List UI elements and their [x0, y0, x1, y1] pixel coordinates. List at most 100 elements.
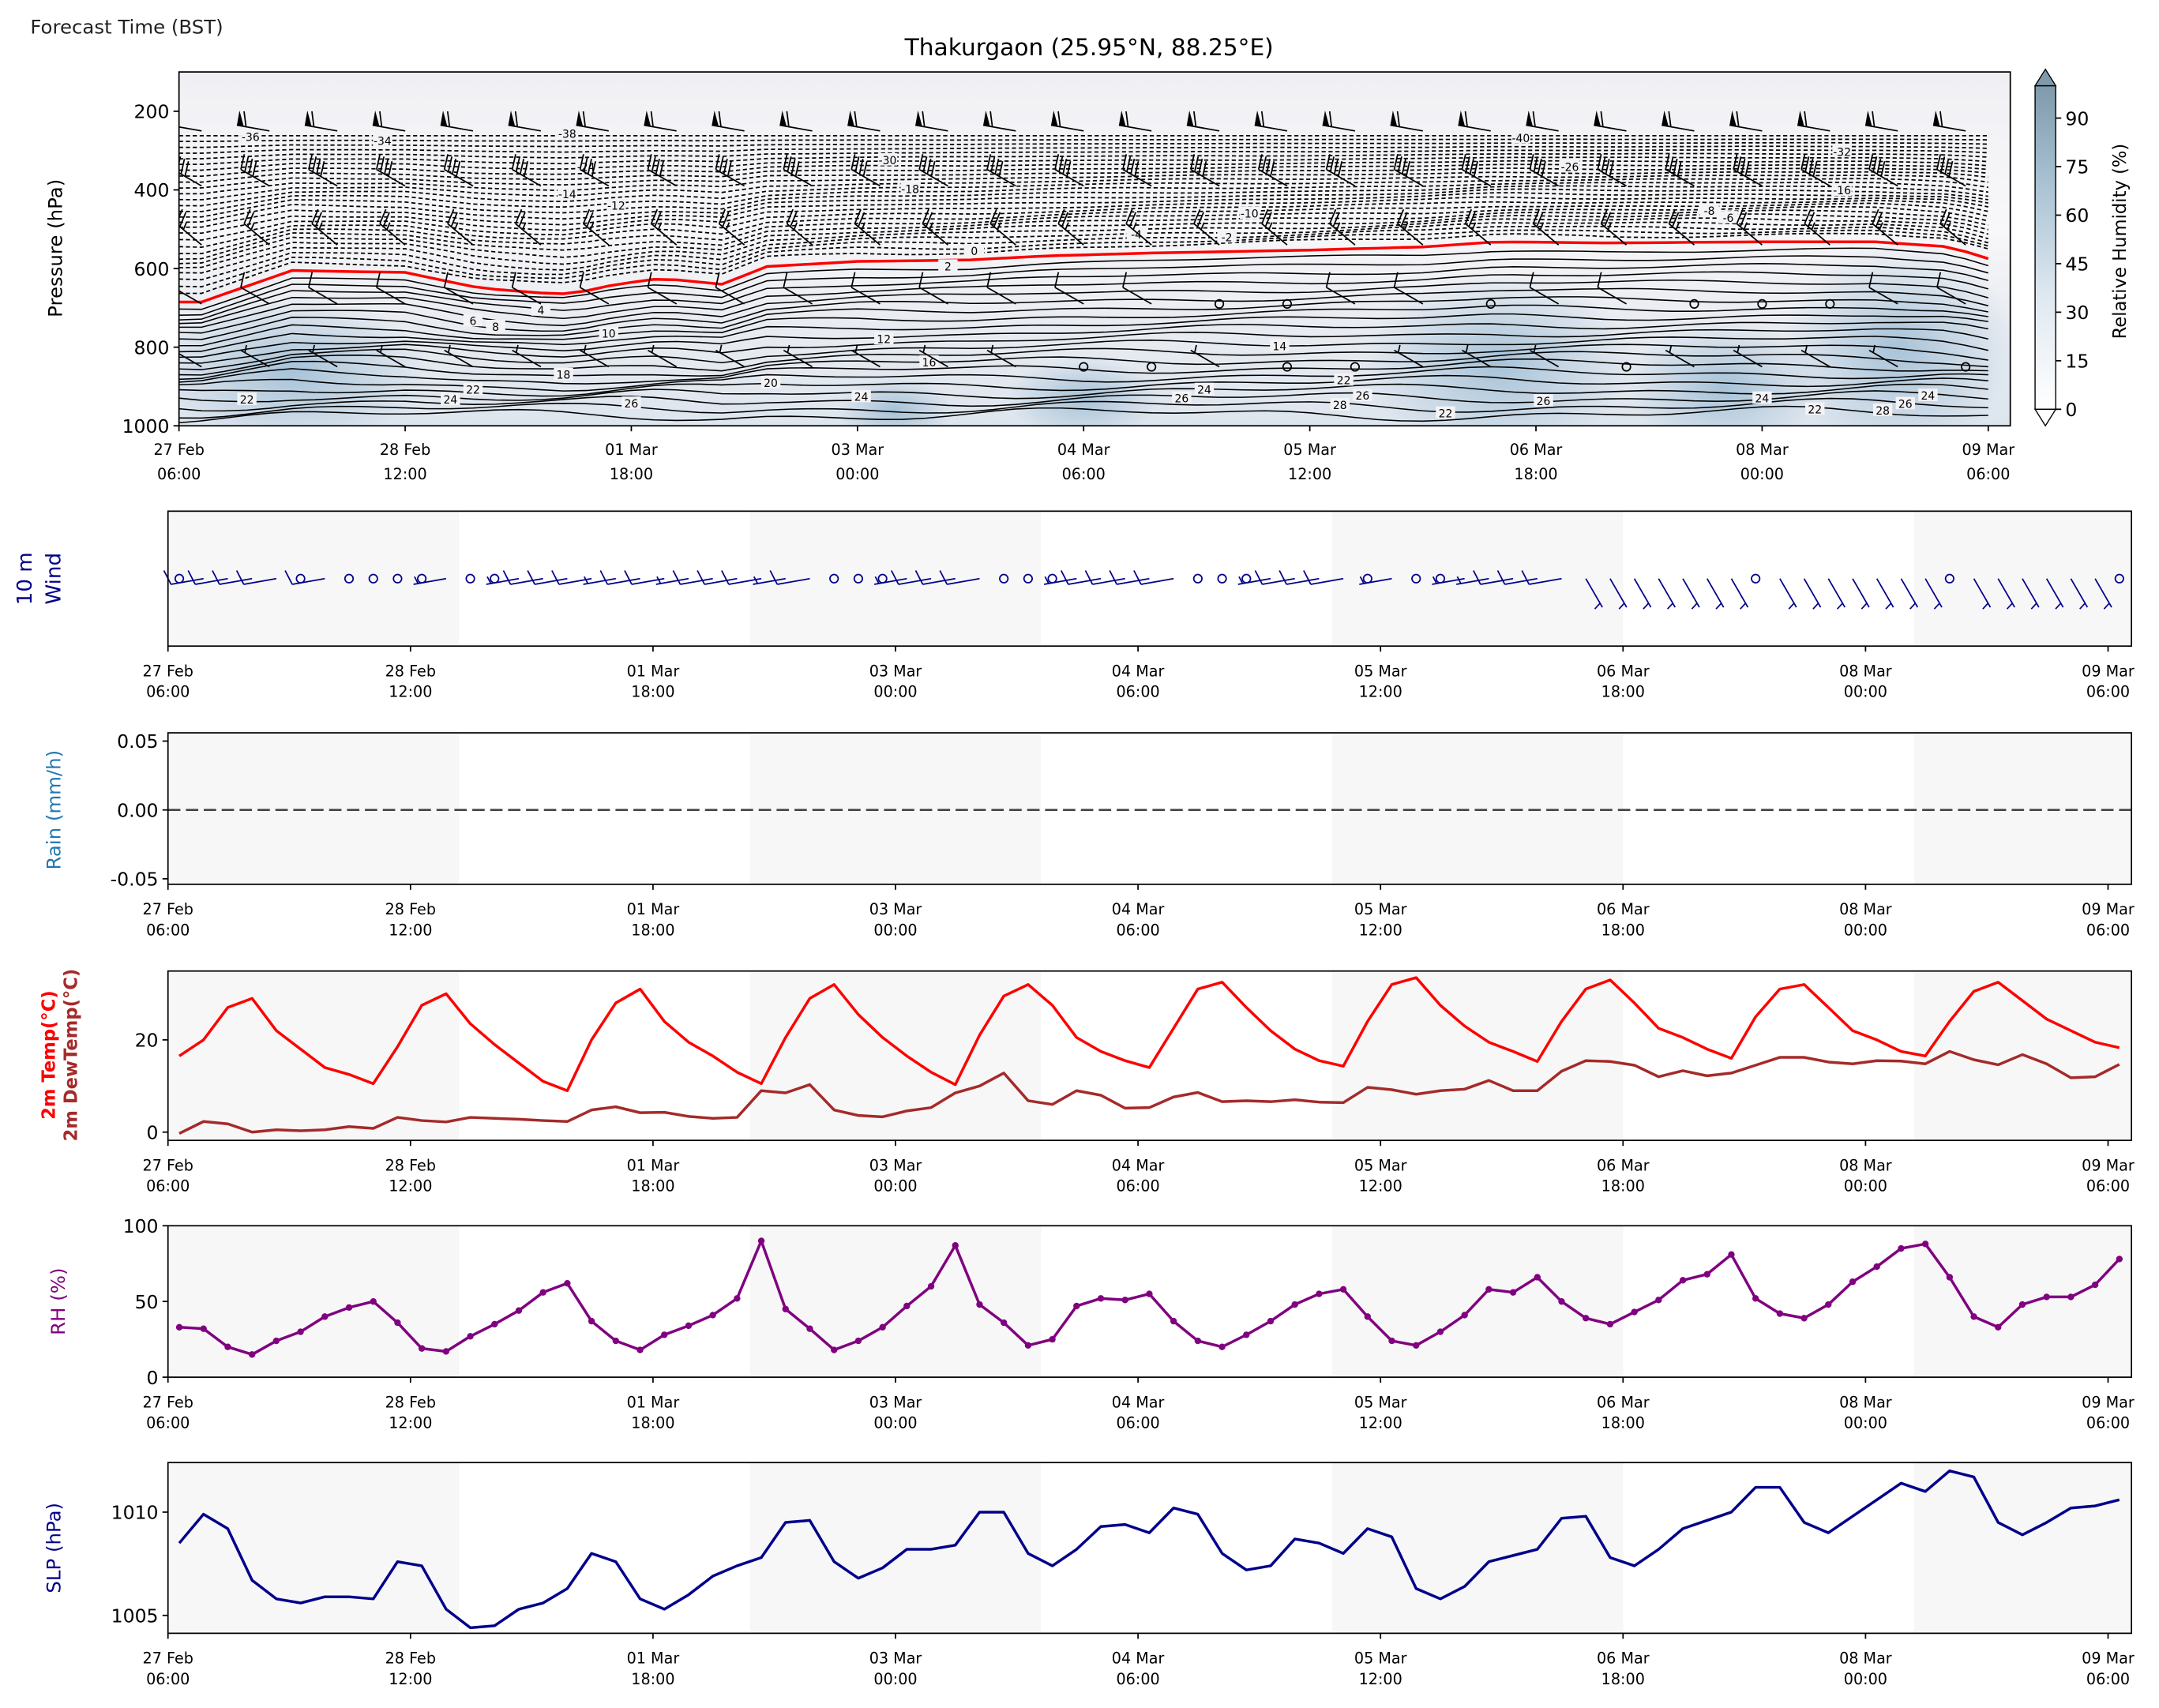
calm-wind-circle — [1944, 573, 1954, 584]
wind-barb-full — [1733, 154, 1738, 170]
wind-barb-full — [388, 160, 393, 177]
rh-point — [588, 1317, 595, 1325]
wind-barb-full — [1279, 570, 1287, 585]
wind-barb-staff — [1665, 349, 1695, 368]
wind-barb-staff — [2045, 578, 2064, 608]
wind-barb-half — [753, 576, 759, 584]
wind-barb-staff — [1456, 577, 1489, 585]
wind-barb-full — [994, 159, 1000, 175]
time-tick-date: 03 Mar — [869, 1650, 922, 1668]
wind-barb-half — [719, 344, 723, 353]
wind-barb-full — [1532, 208, 1541, 224]
wind-barb-staff — [1054, 287, 1084, 305]
wind-barb-staff — [508, 124, 542, 132]
time-tick-hour: 18:00 — [1601, 921, 1645, 939]
night-shading — [167, 733, 460, 884]
wind-barb-full — [212, 570, 220, 585]
rh-point — [952, 1242, 959, 1249]
rh-point — [248, 1351, 256, 1358]
contour-label: 24 — [1921, 390, 1936, 403]
contour-label-bg — [938, 259, 958, 272]
wind-barb-staff — [1733, 168, 1763, 187]
wind-barb-staff — [240, 349, 270, 368]
rh-point — [1000, 1319, 1008, 1327]
wind-barb-full — [1328, 111, 1333, 127]
wind-barb-full — [783, 154, 788, 170]
wind-barb-full — [382, 212, 390, 227]
wind-barb-half — [182, 222, 187, 231]
wind-barb-full — [1122, 154, 1128, 170]
contour-label-bg — [554, 367, 573, 381]
wind-barb-full — [1807, 212, 1815, 227]
rh-point — [685, 1322, 693, 1330]
wind-barb-full — [1325, 272, 1331, 288]
time-tick-hour: 06:00 — [2086, 1177, 2130, 1196]
contour-label-bg — [877, 152, 898, 166]
time-tick-hour: 00:00 — [873, 683, 917, 701]
wind-barb-staff — [704, 577, 738, 585]
wind-barb-half — [1132, 222, 1137, 231]
wind-barb-staff — [1394, 168, 1424, 187]
panel-frame — [167, 510, 2132, 648]
rh-point — [734, 1295, 741, 1302]
colorbar-tick-label: 90 — [2065, 107, 2089, 130]
wind-barb-staff — [372, 124, 406, 132]
time-tick-hour: 18:00 — [1601, 1177, 1645, 1196]
rh-point — [1049, 1335, 1056, 1343]
contour-label-bg — [900, 182, 920, 195]
temperature-series-line — [178, 976, 2120, 1092]
wind-barb-staff — [580, 349, 610, 368]
wind-barb-staff — [1504, 577, 1538, 585]
wind-barb-staff — [873, 577, 907, 585]
wind-barb-full — [443, 272, 449, 288]
wind-barb-full — [891, 570, 899, 585]
time-tick-hour: 00:00 — [873, 921, 917, 939]
rh-point — [1218, 1343, 1226, 1350]
wind-barb-pennant — [644, 110, 651, 127]
wind-barb-half — [1238, 576, 1244, 584]
wind-barb-staff — [918, 349, 948, 368]
night-shading — [1913, 733, 2132, 884]
time-tick-hour: 18:00 — [631, 1414, 674, 1432]
wind-barb-half — [1691, 602, 1698, 610]
wind-barb-full — [1473, 160, 1478, 177]
wind-barb-full — [178, 212, 187, 227]
wind-barb-staff — [1186, 124, 1220, 132]
rh-point — [1800, 1315, 1808, 1322]
rh-point — [345, 1304, 353, 1312]
isotherm-negative — [178, 167, 1988, 189]
wind-barb-full — [452, 159, 457, 175]
wind-barb-half — [1194, 344, 1197, 353]
wind-barb-full — [986, 272, 992, 288]
time-tick-hour: 06:00 — [1062, 465, 1106, 483]
isotherm-negative — [178, 182, 1988, 212]
wind-barb-staff — [1254, 124, 1288, 132]
time-tick-hour: 00:00 — [873, 1414, 917, 1432]
wind-barb-half — [583, 344, 587, 353]
wind-barb-staff — [648, 287, 678, 305]
time-tick-hour: 06:00 — [1116, 683, 1159, 701]
wind-barb-staff — [1529, 577, 1562, 585]
colorbar-tick-label: 60 — [2065, 205, 2089, 227]
wind-barb-staff — [1326, 168, 1356, 187]
wind-barb-staff — [243, 223, 270, 246]
wind-barb-half — [657, 222, 663, 231]
night-shading — [1331, 733, 1624, 884]
wind-barb-full — [1465, 156, 1470, 172]
rh-point — [175, 1323, 183, 1331]
wind-barb-full — [715, 272, 720, 288]
time-tick-hour: 06:00 — [146, 683, 190, 701]
contour-label-bg — [1918, 389, 1938, 401]
time-tick-date: 05 Mar — [1354, 900, 1407, 918]
contour-label: -40 — [1512, 133, 1530, 145]
wind-barb-full — [786, 111, 790, 127]
rh-point — [709, 1312, 716, 1319]
rh-point — [2067, 1293, 2075, 1301]
wind-barb-half — [312, 344, 315, 353]
wind-barb-staff — [308, 287, 338, 305]
isotherm-positive — [178, 405, 1988, 424]
contour-label: -38 — [558, 129, 576, 141]
wind-barb-full — [1804, 208, 1812, 224]
contour-label: -34 — [374, 135, 392, 148]
rh-point — [1873, 1263, 1880, 1271]
